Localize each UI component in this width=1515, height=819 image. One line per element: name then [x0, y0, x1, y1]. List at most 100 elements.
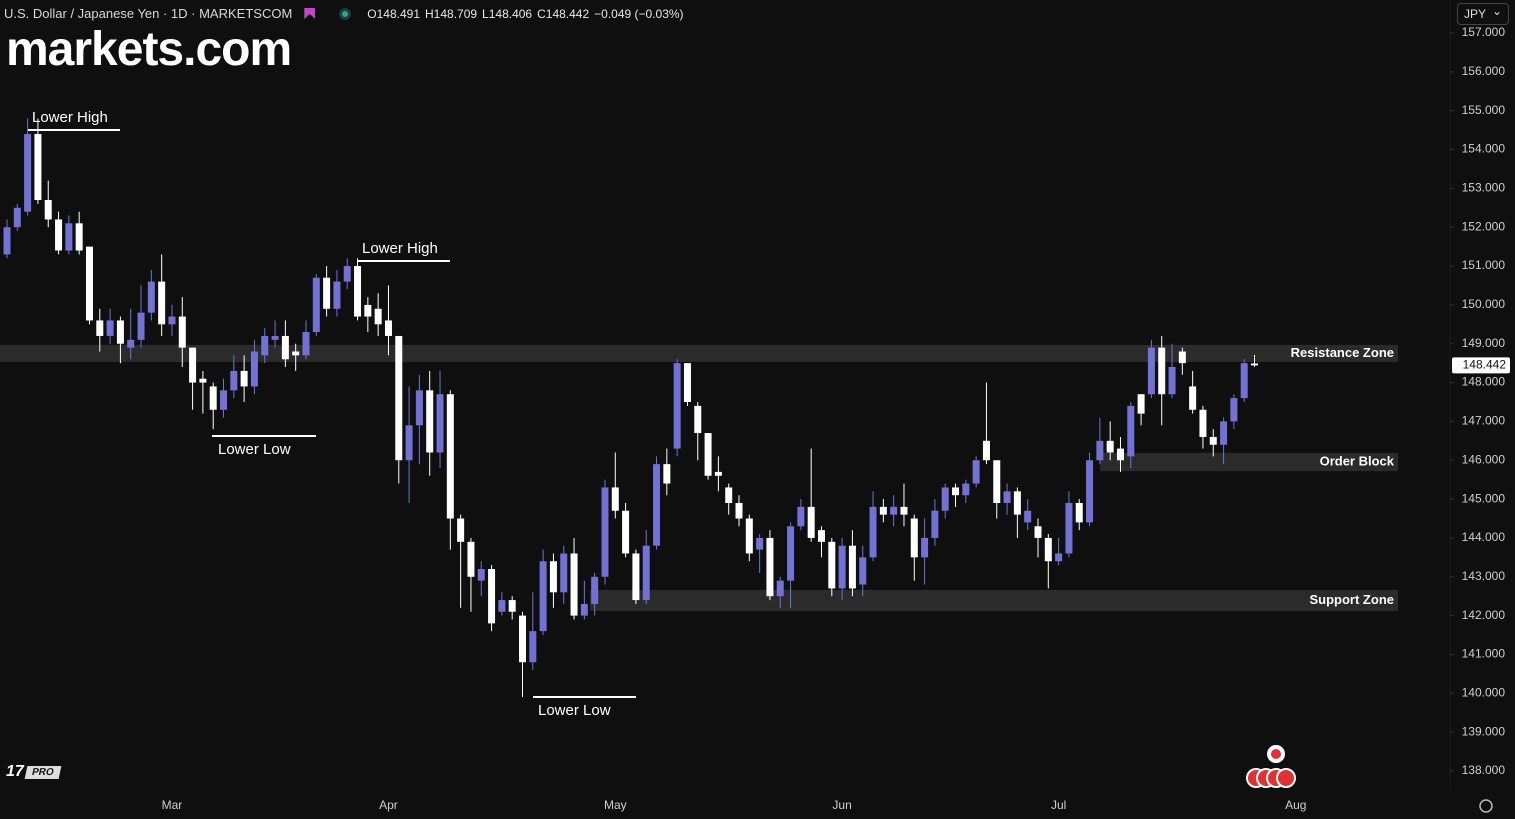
candle-body	[1075, 502, 1083, 523]
candle-body	[539, 561, 547, 632]
candle-body	[1220, 421, 1228, 445]
candle-body	[281, 335, 289, 360]
y-tick-label: 146.000	[1462, 452, 1506, 466]
candle-body	[312, 277, 320, 333]
candle-body	[952, 487, 960, 496]
candle-body	[116, 320, 124, 344]
candle-body	[941, 487, 949, 511]
candle-body	[343, 266, 351, 282]
candle-body	[570, 553, 578, 616]
last-price-tag	[1452, 357, 1510, 374]
ohlc-legend: O148.491 H148.709 L148.406 C148.442 −0.049 (…	[367, 7, 683, 21]
candle-body	[457, 518, 465, 542]
zone	[0, 344, 1398, 362]
y-tick-label: 143.000	[1462, 569, 1506, 583]
zone	[590, 589, 1398, 611]
flag-icon	[304, 8, 316, 19]
event-icons	[1246, 745, 1296, 788]
candle-body	[168, 316, 176, 325]
candle-body	[354, 266, 362, 317]
candle-body	[807, 506, 815, 538]
candle-body	[817, 530, 825, 542]
candle-body	[250, 351, 258, 387]
candle-body	[756, 537, 764, 550]
y-tick-label: 148.000	[1462, 375, 1506, 389]
y-tick-label: 152.000	[1462, 219, 1506, 233]
candle-body	[694, 405, 702, 434]
candle-body	[75, 223, 83, 251]
x-tick-label: Apr	[379, 798, 398, 812]
candle-body	[333, 281, 341, 309]
symbol-title: U.S. Dollar / Japanese Yen · 1D · MARKET…	[4, 6, 293, 21]
y-tick-label: 144.000	[1462, 530, 1506, 544]
candle-body	[787, 526, 795, 581]
y-tick-label: 139.000	[1462, 724, 1506, 738]
event-icon	[1276, 768, 1296, 788]
y-tick-label: 153.000	[1462, 181, 1506, 195]
candle-body	[230, 370, 238, 391]
candle-body	[498, 600, 506, 612]
y-tick-label: 142.000	[1462, 608, 1506, 622]
candle-body	[65, 223, 73, 251]
y-tick-label: 150.000	[1462, 297, 1506, 311]
candle-body	[673, 363, 681, 449]
candle-body	[704, 433, 712, 476]
candle-body	[1034, 526, 1042, 538]
candle-body	[55, 219, 63, 251]
candle-body	[549, 561, 557, 593]
event-icon	[1271, 749, 1281, 759]
candle-body	[931, 510, 939, 538]
zone-label: Order Block	[1320, 453, 1395, 468]
zone	[1100, 452, 1398, 472]
candle-body	[910, 518, 918, 558]
candle-body	[34, 133, 42, 201]
candle-body	[580, 603, 588, 616]
annotation: Lower High	[362, 240, 438, 257]
candle-body	[642, 545, 650, 601]
candle-body	[1240, 363, 1248, 399]
ohlc-value: H148.709	[425, 6, 478, 21]
candle-body	[1209, 436, 1217, 445]
candle-body	[848, 545, 856, 589]
candle-body	[323, 277, 331, 309]
candle-body	[477, 569, 485, 581]
candle-body	[1024, 510, 1032, 523]
candle-body	[436, 394, 444, 453]
candle-body	[529, 631, 537, 663]
brand-logo: markets.com	[6, 23, 292, 76]
candle-body	[209, 386, 217, 410]
candle-body	[96, 320, 104, 336]
candle-body	[766, 537, 774, 597]
y-tick-label: 157.000	[1462, 25, 1506, 39]
candle-body	[982, 440, 990, 461]
candle-body	[158, 281, 166, 325]
settings-icon[interactable]	[1479, 799, 1493, 813]
candle-body	[591, 576, 599, 604]
candle-body	[611, 487, 619, 511]
currency-select[interactable]: JPY	[1457, 3, 1509, 25]
candle-body	[147, 281, 155, 313]
candle-body	[189, 347, 197, 383]
x-tick-label: Jul	[1051, 798, 1066, 812]
pro-badge: 17 PRO	[6, 763, 61, 781]
candle-body	[797, 506, 805, 527]
y-tick-label: 145.000	[1462, 491, 1506, 505]
x-tick-label: May	[604, 798, 627, 812]
candle-body	[415, 390, 423, 426]
candle-body	[1044, 537, 1052, 562]
candle-body	[1137, 394, 1145, 414]
candle-body	[85, 246, 93, 321]
candle-body	[1086, 460, 1094, 523]
candle-body	[1147, 347, 1155, 395]
header: U.S. Dollar / Japanese Yen · 1D · MARKET…	[4, 6, 684, 21]
candle-body	[426, 390, 434, 453]
candle-body	[1003, 491, 1011, 503]
candle-body	[921, 537, 929, 558]
candle-body	[1055, 553, 1063, 562]
x-tick-label: Jun	[832, 798, 851, 812]
candle-body	[1096, 440, 1104, 461]
candle-body	[1178, 351, 1186, 364]
annotation: Lower Low	[538, 702, 611, 719]
candle-body	[683, 363, 691, 402]
candle-body	[220, 390, 228, 410]
